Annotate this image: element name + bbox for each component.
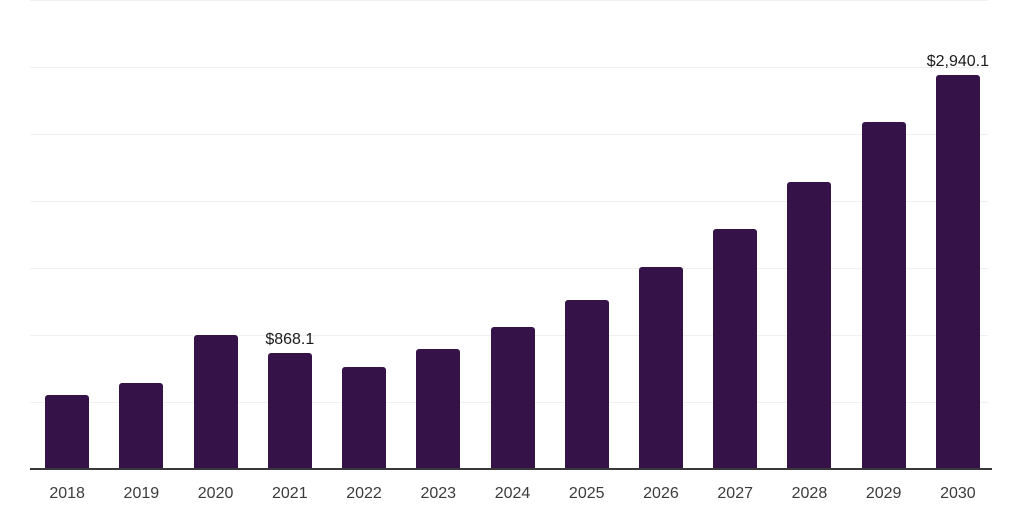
bar-2019 xyxy=(119,382,164,469)
gridline xyxy=(30,201,988,202)
bar-2030 xyxy=(935,75,980,469)
bar-2024 xyxy=(490,326,535,469)
bar-2021 xyxy=(267,352,312,469)
gridline xyxy=(30,134,988,135)
x-tick-label-2019: 2019 xyxy=(123,485,160,502)
bar-2028 xyxy=(787,181,832,469)
bar-value-label-2021: $868.1 xyxy=(265,330,315,348)
x-tick-label-2024: 2024 xyxy=(494,485,531,502)
x-tick-label-2023: 2023 xyxy=(420,485,457,502)
bar-2022 xyxy=(342,367,387,469)
x-axis-line xyxy=(30,468,992,470)
x-tick-label-2029: 2029 xyxy=(865,485,902,502)
gridline xyxy=(30,268,988,269)
gridline xyxy=(30,0,988,1)
x-tick-label-2025: 2025 xyxy=(568,485,605,502)
x-tick-label-2028: 2028 xyxy=(791,485,828,502)
x-tick-label-2020: 2020 xyxy=(197,485,234,502)
x-tick-label-2026: 2026 xyxy=(643,485,679,502)
bar-2026 xyxy=(638,266,683,469)
x-tick-label-2018: 2018 xyxy=(49,485,85,502)
bar-2018 xyxy=(45,395,90,469)
x-tick-label-2030: 2030 xyxy=(940,485,976,502)
bar-2023 xyxy=(416,348,461,469)
x-tick-label-2022: 2022 xyxy=(346,485,382,502)
x-tick-label-2027: 2027 xyxy=(717,485,753,502)
bar-2020 xyxy=(193,335,238,469)
bar-2029 xyxy=(861,121,906,469)
gridline xyxy=(30,67,988,68)
bar-value-label-2030: $2,940.1 xyxy=(926,53,990,71)
bar-2025 xyxy=(564,300,609,469)
bar-2027 xyxy=(713,229,758,469)
x-tick-label-2021: 2021 xyxy=(272,485,308,502)
